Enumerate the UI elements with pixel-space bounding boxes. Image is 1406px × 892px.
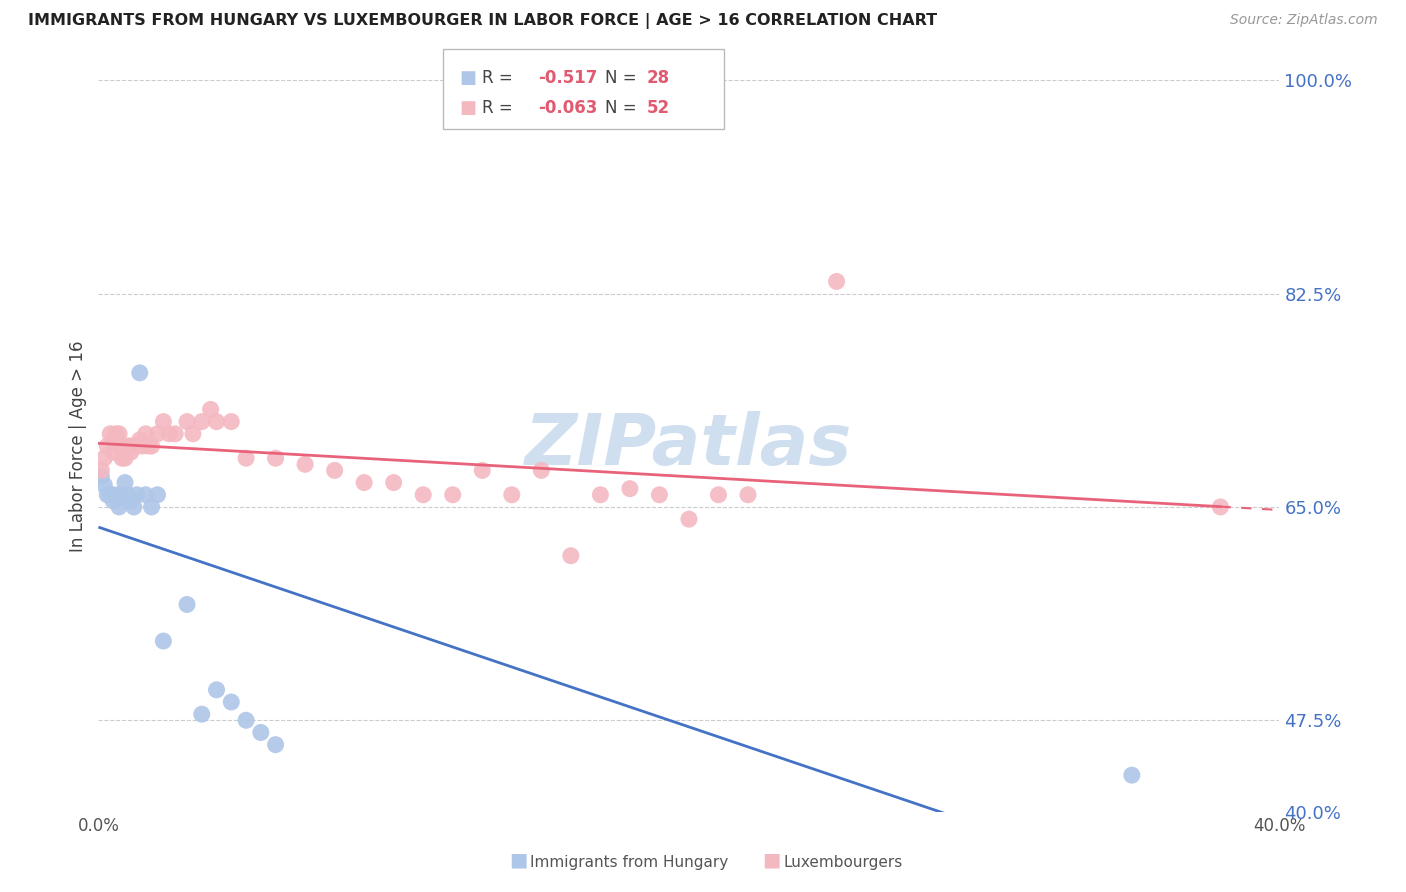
Point xyxy=(117,439,139,453)
Point xyxy=(103,445,125,459)
Point xyxy=(120,494,142,508)
Point xyxy=(103,494,125,508)
Point xyxy=(146,488,169,502)
Point xyxy=(152,415,174,429)
Point xyxy=(678,512,700,526)
Point xyxy=(90,463,112,477)
Point xyxy=(264,738,287,752)
Point xyxy=(103,433,125,447)
Point xyxy=(250,725,273,739)
Point xyxy=(219,695,242,709)
Point xyxy=(128,366,150,380)
Point xyxy=(1209,500,1232,514)
Text: Luxembourgers: Luxembourgers xyxy=(783,855,903,870)
Point xyxy=(125,439,148,453)
Point xyxy=(205,415,228,429)
Point xyxy=(108,488,131,502)
Text: -0.517: -0.517 xyxy=(538,69,598,87)
Y-axis label: In Labor Force | Age > 16: In Labor Force | Age > 16 xyxy=(69,340,87,552)
Point xyxy=(501,488,523,502)
Point xyxy=(235,451,257,466)
Point xyxy=(441,488,464,502)
Text: N =: N = xyxy=(605,69,641,87)
Text: ZIPatlas: ZIPatlas xyxy=(526,411,852,481)
Point xyxy=(138,439,160,453)
Point xyxy=(122,439,145,453)
Point xyxy=(530,463,553,477)
Point xyxy=(96,439,118,453)
Point xyxy=(98,426,121,441)
Point xyxy=(737,488,759,502)
Point xyxy=(264,451,287,466)
Point xyxy=(117,488,139,502)
Point xyxy=(152,634,174,648)
Point xyxy=(108,426,131,441)
Point xyxy=(93,478,115,492)
Text: Immigrants from Hungary: Immigrants from Hungary xyxy=(530,855,728,870)
Point xyxy=(176,598,198,612)
Point xyxy=(619,482,641,496)
Point xyxy=(122,500,145,514)
Point xyxy=(176,415,198,429)
Point xyxy=(471,463,494,477)
Text: -0.063: -0.063 xyxy=(538,99,598,117)
Text: R =: R = xyxy=(482,99,519,117)
Point xyxy=(412,488,434,502)
Point xyxy=(103,488,125,502)
Point xyxy=(205,682,228,697)
Point xyxy=(111,490,134,504)
Point xyxy=(200,402,222,417)
Point xyxy=(135,426,157,441)
Point xyxy=(108,500,131,514)
Point xyxy=(120,439,142,453)
Point xyxy=(105,426,128,441)
Point xyxy=(93,451,115,466)
Point xyxy=(141,439,163,453)
Point xyxy=(132,439,155,453)
Point xyxy=(648,488,671,502)
Text: ■: ■ xyxy=(762,851,780,870)
Point xyxy=(560,549,582,563)
Point xyxy=(294,458,316,472)
Point xyxy=(141,500,163,514)
Point xyxy=(114,451,136,466)
Text: ■: ■ xyxy=(509,851,527,870)
Text: Source: ZipAtlas.com: Source: ZipAtlas.com xyxy=(1230,13,1378,28)
Point xyxy=(157,426,180,441)
Point xyxy=(382,475,405,490)
Point xyxy=(353,475,375,490)
Point xyxy=(135,488,157,502)
Point xyxy=(125,488,148,502)
Point xyxy=(128,433,150,447)
Point xyxy=(191,707,214,722)
Text: 28: 28 xyxy=(647,69,669,87)
Point xyxy=(323,463,346,477)
Point xyxy=(105,490,128,504)
Text: ■: ■ xyxy=(460,69,477,87)
Text: N =: N = xyxy=(605,99,641,117)
Point xyxy=(235,714,257,728)
Point xyxy=(111,439,134,453)
Point xyxy=(707,488,730,502)
Point xyxy=(219,415,242,429)
Text: 52: 52 xyxy=(647,99,669,117)
Text: ■: ■ xyxy=(460,99,477,117)
Point xyxy=(825,275,848,289)
Point xyxy=(96,488,118,502)
Point xyxy=(90,469,112,483)
Point xyxy=(181,426,204,441)
Point xyxy=(108,439,131,453)
Point xyxy=(589,488,612,502)
Point xyxy=(114,475,136,490)
Point xyxy=(165,426,187,441)
Point xyxy=(111,451,134,466)
Point xyxy=(120,445,142,459)
Text: IMMIGRANTS FROM HUNGARY VS LUXEMBOURGER IN LABOR FORCE | AGE > 16 CORRELATION CH: IMMIGRANTS FROM HUNGARY VS LUXEMBOURGER … xyxy=(28,13,938,29)
Point xyxy=(146,426,169,441)
Text: R =: R = xyxy=(482,69,519,87)
Point xyxy=(1121,768,1143,782)
Point xyxy=(191,415,214,429)
Point xyxy=(98,488,121,502)
